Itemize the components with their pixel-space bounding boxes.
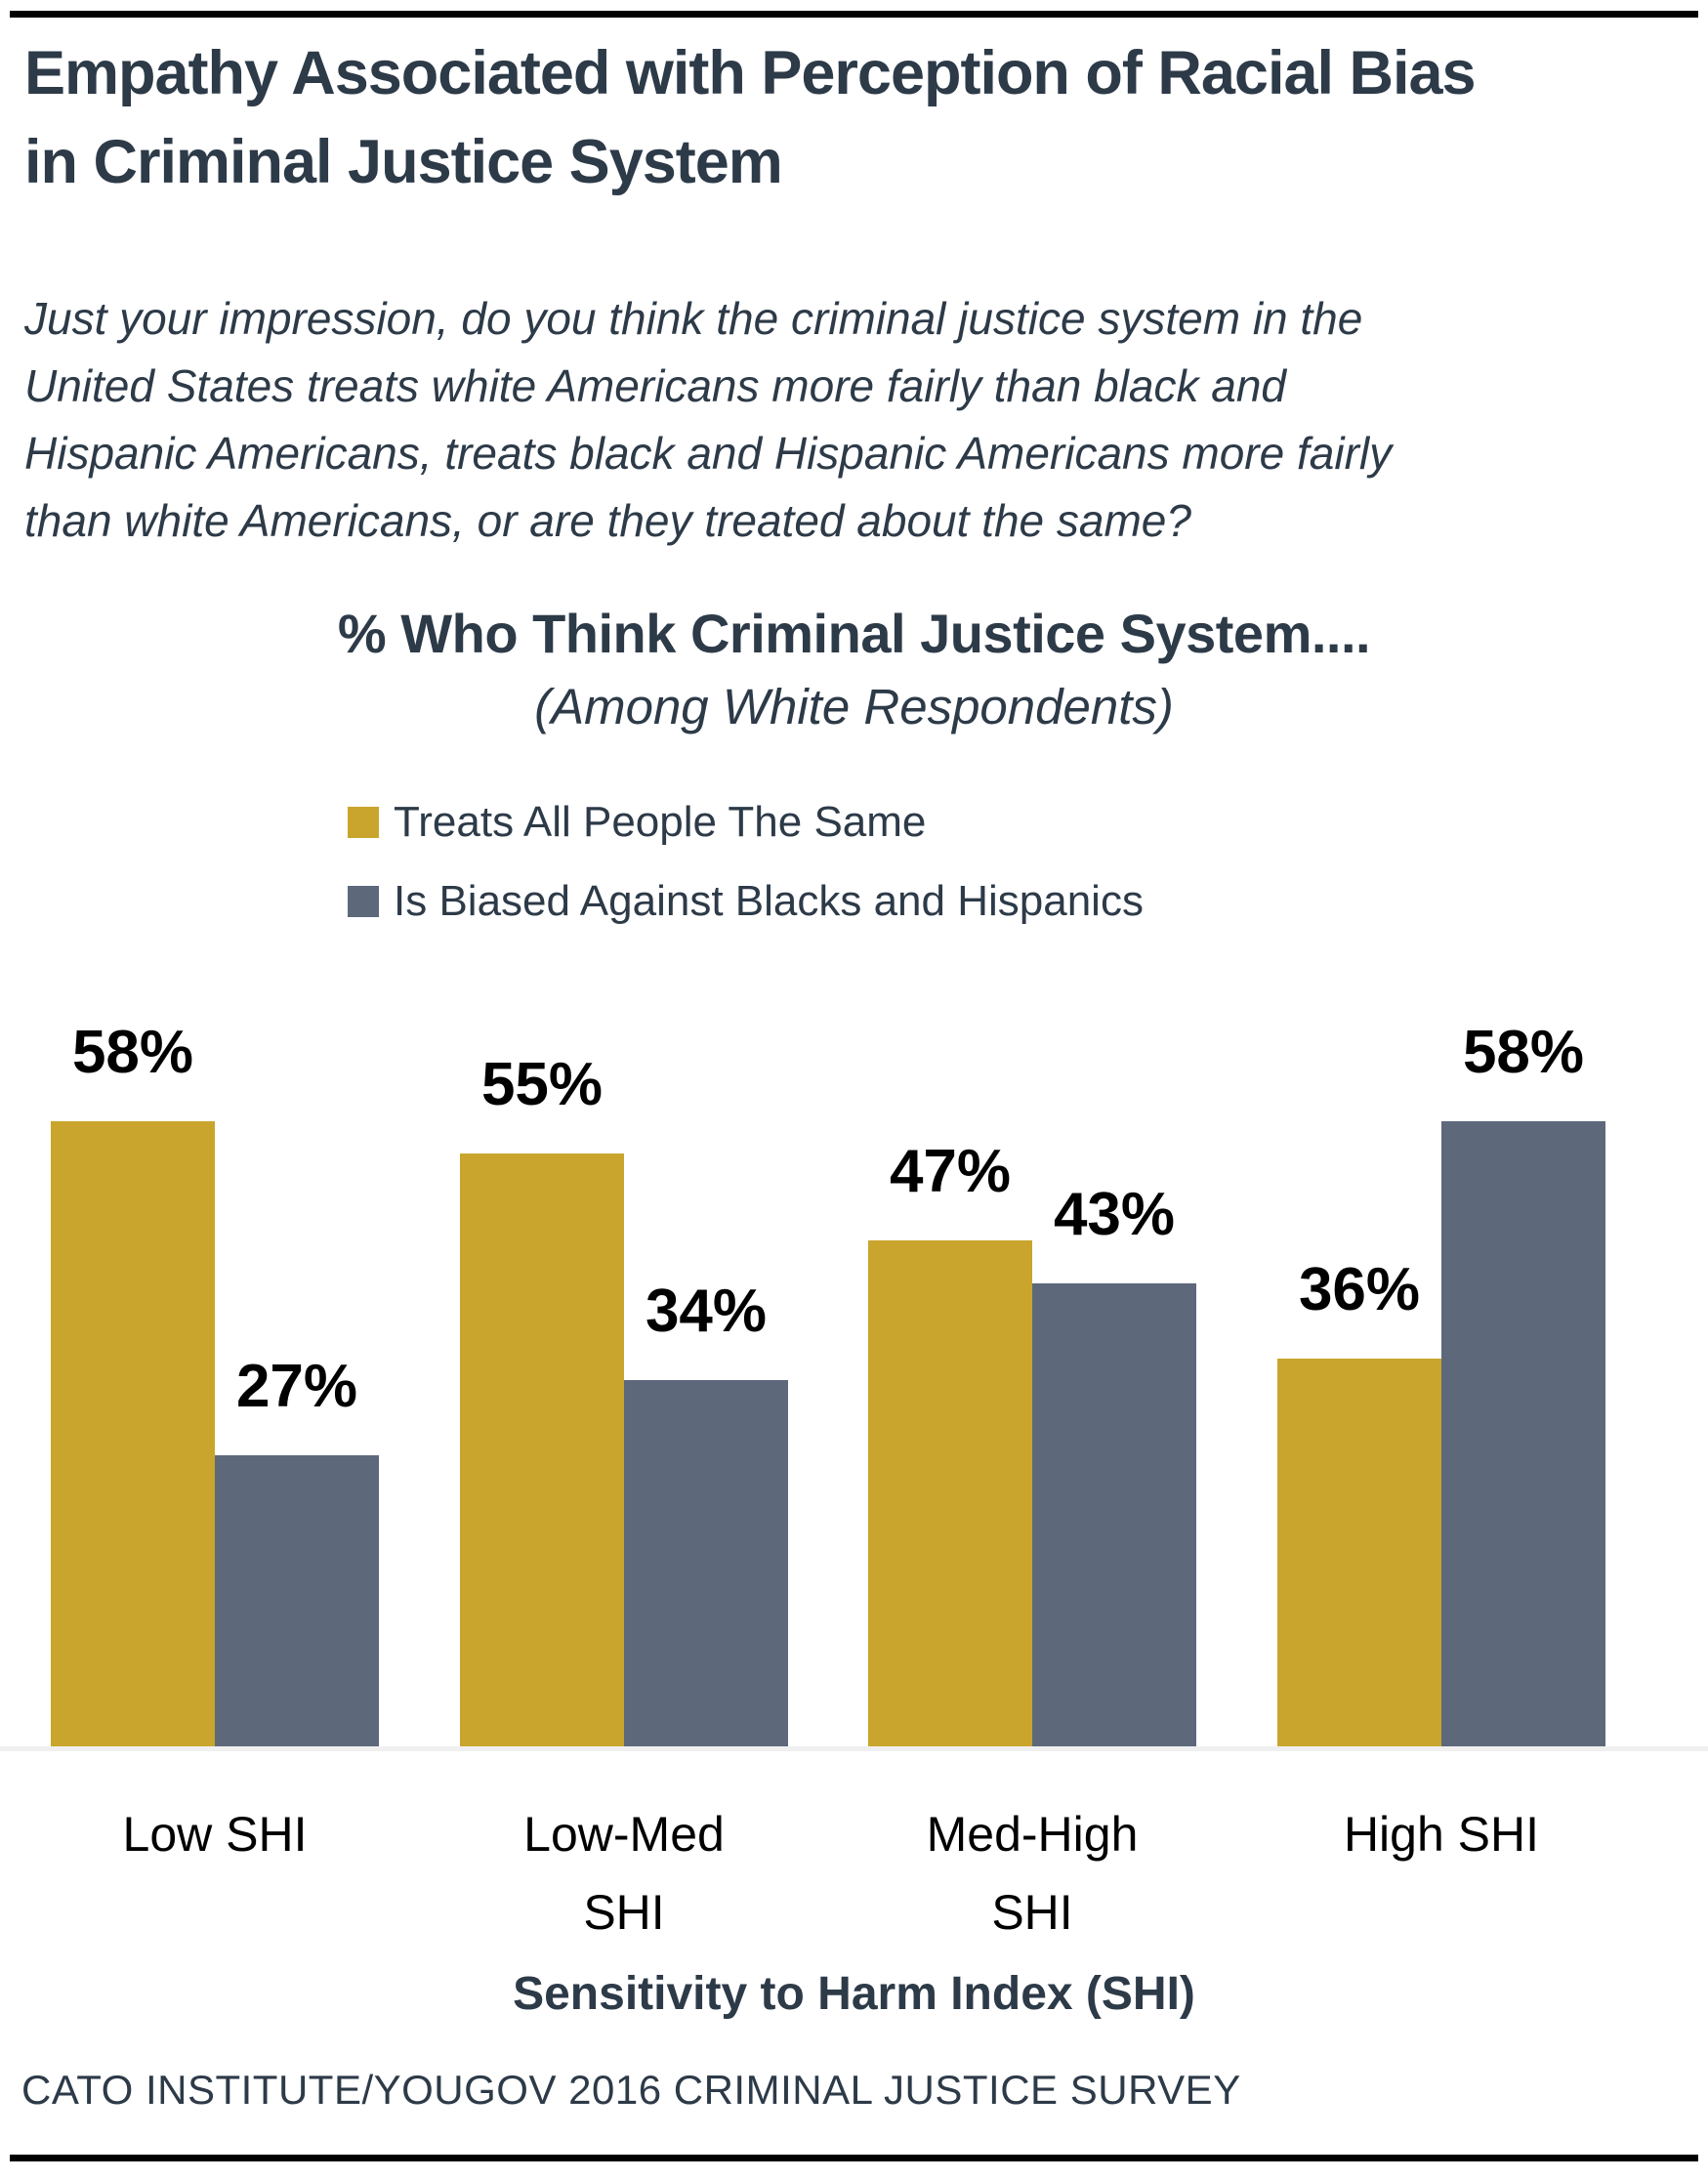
- survey-question-line: United States treats white Americans mor…: [24, 360, 1286, 411]
- value-label-is-biased-against-blacks-and-hispanics-low-shi: 27%: [235, 1353, 358, 1420]
- x-tick-label-low-med-shi: Low-Med SHI: [523, 1807, 725, 1940]
- survey-question-line: than white Americans, or are they treate…: [24, 495, 1191, 546]
- bar-is-biased-against-blacks-and-hispanics-low-med-shi: [624, 1380, 788, 1746]
- page-title-line-2: in Criminal Justice System: [24, 128, 783, 196]
- legend-swatch-slate-icon: [348, 886, 379, 917]
- survey-question-line: Hispanic Americans, treats black and His…: [24, 428, 1393, 479]
- bar-treats-all-people-the-same-low-med-shi: [460, 1153, 624, 1746]
- x-tick-label-med-high-shi: Med-High SHI: [926, 1807, 1139, 1940]
- x-tick-label-low-shi: Low SHI: [122, 1807, 308, 1862]
- legend-swatch-gold-icon: [348, 807, 379, 838]
- top-rule: [10, 11, 1698, 18]
- chart-subtitle: (Among White Respondents): [534, 679, 1174, 734]
- legend-item-is-biased-against-blacks-and-hispanics: Is Biased Against Blacks and Hispanics: [348, 870, 1144, 933]
- bar-treats-all-people-the-same-med-high-shi: [868, 1240, 1032, 1746]
- source-credit: CATO INSTITUTE/YOUGOV 2016 CRIMINAL JUST…: [21, 2067, 1241, 2113]
- value-label-treats-all-people-the-same-low-shi: 58%: [71, 1019, 194, 1086]
- value-label-treats-all-people-the-same-med-high-shi: 47%: [889, 1138, 1012, 1205]
- value-label-is-biased-against-blacks-and-hispanics-low-med-shi: 34%: [645, 1278, 768, 1345]
- value-label-treats-all-people-the-same-low-med-shi: 55%: [480, 1051, 604, 1118]
- x-tick-label-high-shi: High SHI: [1343, 1807, 1540, 1862]
- x-axis-line: [0, 1746, 1708, 1751]
- bar-treats-all-people-the-same-high-shi: [1277, 1359, 1441, 1746]
- value-label-is-biased-against-blacks-and-hispanics-high-shi: 58%: [1462, 1019, 1585, 1086]
- legend-item-treats-all-people-the-same: Treats All People The Same: [348, 791, 1144, 854]
- page-title: Empathy Associated with Perception of Ra…: [24, 29, 1694, 207]
- survey-question: Just your impression, do you think the c…: [24, 285, 1704, 555]
- page-title-line-1: Empathy Associated with Perception of Ra…: [24, 39, 1477, 107]
- value-label-treats-all-people-the-same-high-shi: 36%: [1298, 1256, 1421, 1323]
- legend-label: Is Biased Against Blacks and Hispanics: [394, 877, 1144, 925]
- chart-title: % Who Think Criminal Justice System....: [337, 603, 1371, 664]
- legend-label: Treats All People The Same: [394, 798, 927, 846]
- bar-treats-all-people-the-same-low-shi: [51, 1121, 215, 1746]
- bar-is-biased-against-blacks-and-hispanics-low-shi: [215, 1455, 379, 1746]
- value-label-is-biased-against-blacks-and-hispanics-med-high-shi: 43%: [1053, 1181, 1176, 1248]
- chart-legend: Treats All People The Same Is Biased Aga…: [348, 791, 1144, 949]
- bar-is-biased-against-blacks-and-hispanics-high-shi: [1441, 1121, 1605, 1746]
- x-axis-title: Sensitivity to Harm Index (SHI): [513, 1968, 1195, 2020]
- bottom-rule: [10, 2155, 1698, 2161]
- survey-question-line: Just your impression, do you think the c…: [24, 293, 1363, 344]
- bar-is-biased-against-blacks-and-hispanics-med-high-shi: [1032, 1283, 1196, 1746]
